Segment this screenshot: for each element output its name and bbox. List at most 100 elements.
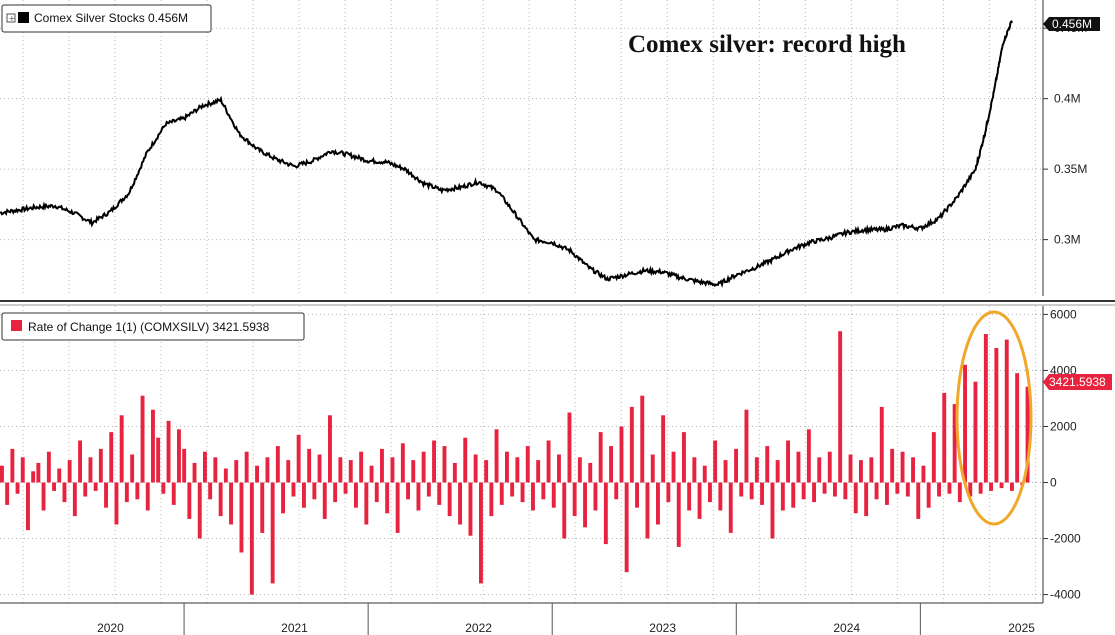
rate-of-change-bar	[801, 482, 806, 500]
rate-of-change-bar	[317, 454, 322, 483]
rate-of-change-bar	[603, 482, 608, 545]
rate-of-change-bar	[213, 457, 218, 483]
top-legend[interactable]: + Comex Silver Stocks 0.456M	[1, 4, 212, 33]
rate-of-change-bar	[619, 426, 624, 483]
rate-of-change-bar	[687, 482, 692, 511]
rate-of-change-bar	[447, 482, 452, 517]
rate-of-change-bar	[479, 482, 483, 584]
rate-of-change-bar	[739, 482, 744, 497]
rate-of-change-bar	[83, 482, 88, 497]
rate-of-change-bar	[609, 446, 613, 483]
rate-of-change-bar	[5, 482, 10, 505]
rate-of-change-bar	[541, 482, 546, 500]
rate-of-change-bar	[171, 482, 176, 505]
rate-of-change-bar	[749, 482, 754, 500]
rate-of-change-bar	[36, 462, 41, 483]
rate-of-change-bar	[328, 415, 332, 483]
rate-of-change-bar	[567, 412, 572, 483]
rate-of-change-bar	[416, 482, 421, 511]
rate-of-change-bar	[20, 457, 25, 483]
top-panel-frame	[0, 0, 1043, 296]
rate-of-change-bar	[551, 482, 556, 508]
rate-of-change-bar	[708, 482, 712, 503]
rate-of-change-bar	[302, 482, 306, 508]
rate-of-change-bar	[286, 460, 291, 483]
rate-of-change-bar	[1004, 339, 1009, 483]
rate-of-change-bar	[728, 482, 733, 533]
x-tick-label: 2021	[281, 621, 308, 635]
bottom-y-tick-label: 4000	[1050, 363, 1077, 377]
bottom-last-value-label: 3421.5938	[1049, 375, 1106, 389]
rate-of-change-bar	[796, 451, 801, 483]
legend-expand-icon-glyph: +	[9, 14, 16, 23]
rate-of-change-bar	[348, 460, 353, 483]
rate-of-change-bar	[593, 482, 598, 511]
rate-of-change-bar	[1025, 386, 1030, 483]
rate-of-change-bar	[885, 482, 889, 505]
rate-of-change-bar	[452, 462, 457, 483]
rate-of-change-bar	[187, 482, 192, 519]
bottom-legend-box	[1, 312, 305, 341]
rate-of-change-bar	[218, 482, 223, 517]
rate-of-change-bar	[697, 482, 702, 519]
rate-of-change-bar	[822, 482, 827, 494]
rate-of-change-bar	[754, 457, 759, 483]
silver-stocks-line-layer	[0, 20, 1013, 288]
rate-of-change-bar	[900, 451, 905, 483]
legend-expand-icon[interactable]	[6, 13, 16, 23]
bottom-panel-frame	[0, 306, 1043, 603]
rate-of-change-bar	[666, 482, 671, 503]
rate-of-change-bar	[338, 457, 343, 483]
rate-of-change-bar	[463, 437, 468, 483]
rate-of-change-bar	[130, 454, 135, 483]
rate-of-change-bar	[93, 482, 98, 491]
chart-annotation: Comex silver: record high	[628, 31, 906, 58]
rate-of-change-bar	[88, 457, 93, 483]
rate-of-change-bar	[562, 482, 567, 539]
rate-of-change-bar	[869, 457, 874, 483]
x-tick-label: 2024	[833, 621, 860, 635]
rate-of-change-bar	[718, 482, 723, 511]
bottom-legend[interactable]: Rate of Change 1(1) (COMXSILV) 3421.5938	[1, 312, 305, 341]
rate-of-change-bar	[140, 395, 145, 483]
rate-of-change-bar	[676, 482, 681, 547]
x-tick-label: 2025	[1008, 621, 1035, 635]
rate-of-change-bar	[156, 437, 161, 483]
rate-of-change-bar	[583, 482, 587, 528]
rate-of-change-bar	[864, 482, 869, 517]
rate-of-change-bar	[343, 482, 348, 494]
rate-of-change-bar	[166, 420, 171, 483]
rate-of-change-bar	[510, 482, 515, 497]
x-tick-label: 2023	[649, 621, 676, 635]
rate-of-change-bar	[229, 482, 233, 525]
rate-of-change-bar	[114, 482, 119, 525]
rate-of-change-bar	[275, 446, 280, 483]
rate-of-change-bar	[437, 482, 442, 505]
rate-of-change-bar	[473, 454, 478, 483]
rate-of-change-bar	[905, 482, 910, 497]
rate-of-change-bar	[426, 482, 431, 497]
top-y-tick-label: 0.3M	[1054, 233, 1081, 247]
rate-of-change-bar	[827, 451, 832, 483]
rate-of-change-bar	[1015, 373, 1020, 483]
rate-of-change-bar	[494, 429, 499, 483]
rate-of-change-bar	[468, 482, 473, 536]
rate-of-change-bar	[853, 482, 858, 514]
rate-of-change-bar	[489, 482, 494, 517]
rate-of-change-bar	[192, 462, 197, 483]
rate-of-change-bar	[838, 331, 843, 483]
rate-of-change-bar	[255, 465, 259, 483]
rate-of-change-bar	[895, 482, 900, 494]
rate-of-change-bar	[151, 409, 155, 483]
rate-of-change-bar	[879, 406, 884, 483]
rate-of-change-bar	[911, 457, 915, 483]
rate-of-change-bar	[848, 454, 853, 483]
rate-of-change-bar	[385, 482, 390, 514]
rate-of-change-bar	[942, 392, 947, 483]
rate-of-change-bar	[973, 381, 978, 483]
rate-of-change-bar	[775, 460, 780, 483]
top-last-value-badge: 0.456M	[1043, 17, 1100, 31]
rate-of-change-bar	[744, 409, 749, 483]
rate-of-change-bar	[765, 446, 770, 483]
rate-of-change-bar	[369, 465, 374, 483]
